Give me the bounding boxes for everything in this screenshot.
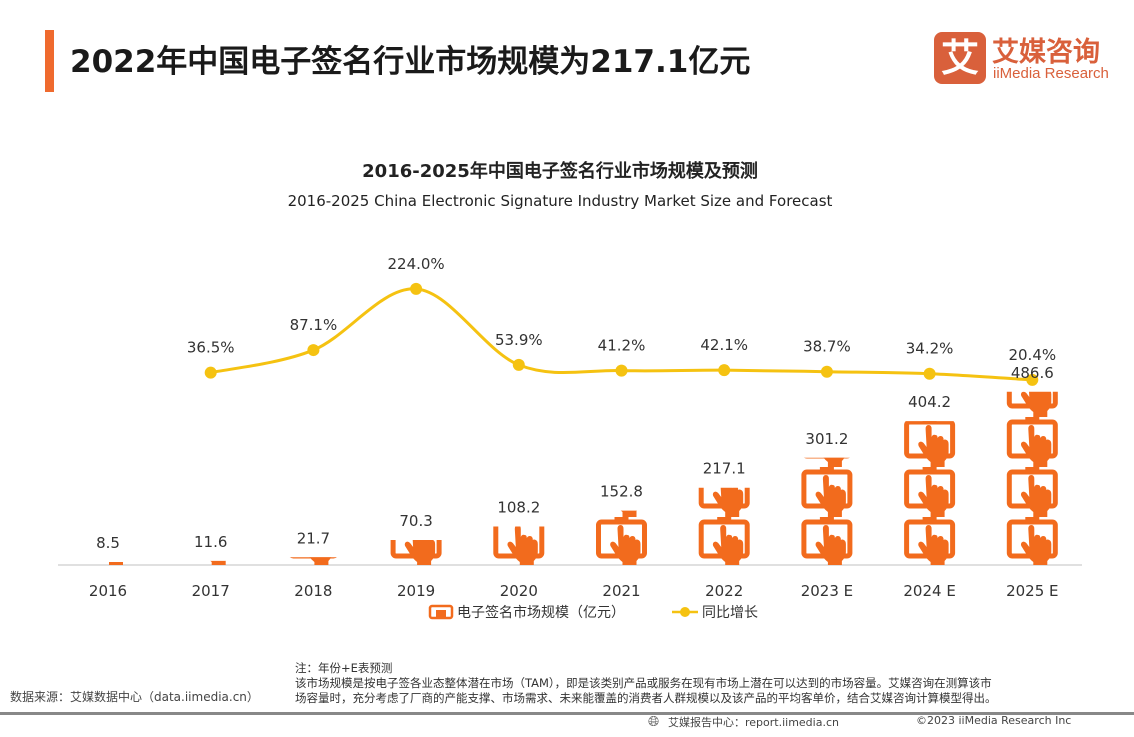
- tablet-touch-icon: [804, 467, 850, 517]
- legend-item-market-size: 电子签名市场规模（亿元）: [428, 604, 625, 621]
- footnote: 注：年份+E表预测 该市场规模是按电子签各业态整体潜在市场（TAM），即是该类别…: [295, 661, 997, 706]
- growth-label: 42.1%: [700, 336, 748, 354]
- x-tick-label: 2018: [294, 582, 332, 600]
- growth-label: 41.2%: [598, 337, 646, 355]
- bar-value-label: 404.2: [908, 393, 951, 411]
- report-center-link[interactable]: 艾媒报告中心：report.iimedia.cn: [668, 716, 839, 729]
- tablet-touch-icon: [907, 417, 953, 467]
- logo: 艾 艾媒咨询 iiMedia Research: [934, 32, 1114, 86]
- tablet-touch-icon: [1009, 517, 1055, 567]
- growth-label: 53.9%: [495, 331, 543, 349]
- growth-label: 36.5%: [187, 339, 235, 357]
- growth-label: 224.0%: [387, 255, 444, 273]
- x-tick-label: 2019: [397, 582, 435, 600]
- legend-item-growth: 同比增长: [672, 605, 758, 621]
- x-tick-label: 2020: [500, 582, 538, 600]
- x-tick-label: 2023 E: [801, 582, 853, 600]
- footer-divider: [0, 712, 1134, 715]
- growth-label: 38.7%: [803, 338, 851, 356]
- tablet-touch-icon: [393, 467, 439, 517]
- tablet-touch-icon: [804, 517, 850, 567]
- footnote-line: 场容量时，充分考虑了厂商的产能支撑、市场需求、未来能覆盖的消费者人群规模以及该产…: [295, 691, 997, 705]
- growth-label: 20.4%: [1008, 346, 1056, 364]
- tablet-touch-icon: [907, 467, 953, 517]
- bar-2018: [290, 467, 336, 567]
- legend-label-market-size: 电子签名市场规模（亿元）: [457, 604, 625, 621]
- logo-mark: 艾: [934, 32, 986, 84]
- data-source: 数据来源：艾媒数据中心（data.iimedia.cn）: [10, 690, 259, 704]
- growth-point: [204, 366, 217, 379]
- bar-value-label: 217.1: [703, 460, 746, 478]
- growth-point: [923, 367, 936, 380]
- bar-value-label: 8.5: [96, 534, 120, 552]
- growth-point: [718, 364, 731, 377]
- bar-value-label: 11.6: [194, 533, 227, 551]
- title-accent-bar: [45, 30, 54, 92]
- x-tick-label: 2016: [89, 582, 127, 600]
- x-tick-label: 2017: [192, 582, 230, 600]
- growth-point: [615, 364, 628, 377]
- bar-2022: [701, 417, 747, 567]
- bar-value-label: 70.3: [399, 512, 432, 530]
- x-tick-label: 2025 E: [1006, 582, 1058, 600]
- footnote-line: 注：年份+E表预测: [295, 661, 393, 675]
- bar-value-label: 301.2: [805, 430, 848, 448]
- tablet-touch-icon: [188, 467, 234, 517]
- growth-label: 34.2%: [906, 340, 954, 358]
- tablet-touch-icon: [599, 517, 645, 567]
- tablet-touch-icon: [290, 467, 336, 517]
- bar-value-label: 486.6: [1011, 364, 1054, 382]
- bar-2020: [496, 467, 542, 567]
- bar-value-label: 108.2: [497, 498, 540, 516]
- logo-cn: 艾媒咨询: [992, 37, 1100, 68]
- legend: 电子签名市场规模（亿元） 同比增长: [428, 604, 758, 621]
- x-tick-label: 2022: [705, 582, 743, 600]
- tablet-touch-icon: [1009, 467, 1055, 517]
- tablet-touch-icon: [701, 517, 747, 567]
- page-title: 2022年中国电子签名行业市场规模为217.1亿元: [70, 44, 751, 80]
- tablet-touch-icon: [496, 517, 542, 567]
- bar-value-label: 21.7: [297, 529, 330, 547]
- bar-value-label: 152.8: [600, 483, 643, 501]
- bar-2017: [188, 467, 234, 567]
- tablet-touch-icon: [599, 417, 645, 467]
- chart-title: 2016-2025年中国电子签名行业市场规模及预测: [362, 161, 758, 182]
- tablet-touch-icon: [85, 467, 131, 517]
- tablet-touch-icon: [1009, 417, 1055, 467]
- growth-label: 87.1%: [290, 316, 338, 334]
- bar-2023E: [804, 367, 850, 567]
- tablet-touch-icon: [907, 517, 953, 567]
- logo-en: iiMedia Research: [993, 65, 1109, 82]
- chart: 8.5 2016 11.6 2017 21.7 2018 70.3 2019 108.2 2020…: [58, 255, 1082, 621]
- growth-point: [1026, 373, 1039, 386]
- growth-point: [512, 358, 525, 371]
- x-tick-label: 2021: [602, 582, 640, 600]
- globe-icon: 🌐︎: [648, 714, 660, 730]
- legend-label-growth: 同比增长: [702, 605, 758, 621]
- footnote-line: 该市场规模是按电子签各业态整体潜在市场（TAM），即是该类别产品或服务在现有市场…: [295, 676, 992, 690]
- growth-point: [410, 282, 423, 295]
- copyright: ©2023 iiMedia Research Inc: [916, 714, 1072, 727]
- chart-subtitle: 2016-2025 China Electronic Signature Ind…: [287, 192, 833, 210]
- growth-point: [307, 344, 320, 357]
- x-tick-label: 2024 E: [903, 582, 955, 600]
- bar-2016: [85, 467, 131, 567]
- growth-point: [820, 365, 833, 378]
